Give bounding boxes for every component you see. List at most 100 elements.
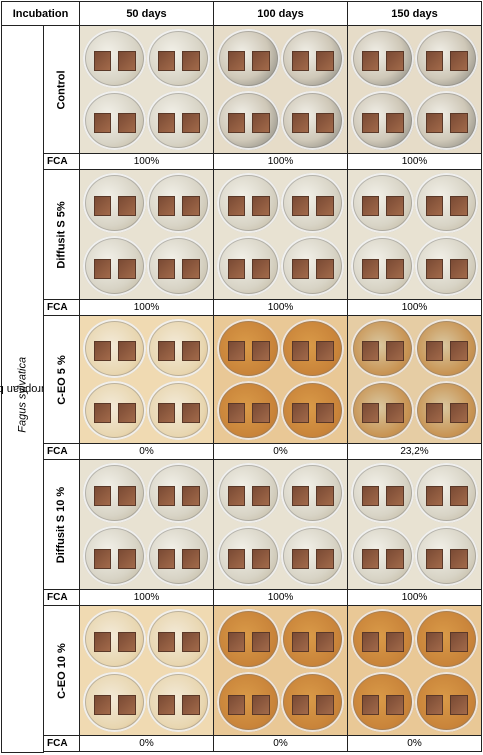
fca-label: FCA — [43, 735, 80, 752]
fca-label: FCA — [43, 589, 80, 606]
wood-sample — [118, 195, 136, 216]
petri-dish — [82, 462, 147, 524]
wood-sample — [228, 694, 246, 715]
wood-sample — [118, 51, 136, 72]
petri-dish-photo — [79, 315, 214, 444]
wood-sample — [450, 403, 468, 424]
wood-sample — [182, 341, 200, 362]
wood-sample — [316, 548, 334, 569]
wood-sample — [157, 195, 176, 216]
wood-sample — [386, 403, 404, 424]
petri-dish — [146, 525, 211, 587]
wood-sample — [291, 631, 310, 652]
petri-dish — [280, 525, 345, 587]
wood-sample — [182, 51, 200, 72]
wood-sample — [157, 694, 176, 715]
petri-dish-photo — [79, 169, 214, 300]
petri-dish — [350, 608, 415, 670]
header-incubation: Incubation — [1, 1, 80, 26]
petri-dish — [216, 462, 281, 524]
petri-dish-photo — [213, 315, 348, 444]
petri-dish — [146, 28, 211, 89]
petri-dish — [280, 235, 345, 297]
wood-sample — [252, 548, 270, 569]
petri-dish — [216, 608, 281, 670]
wood-sample — [252, 485, 270, 506]
wood-sample — [362, 631, 380, 652]
petri-dish — [146, 671, 211, 733]
petri-dish — [216, 318, 281, 379]
wood-sample — [157, 341, 176, 362]
petri-dish-photo — [213, 169, 348, 300]
wood-sample — [157, 631, 176, 652]
petri-dish — [216, 28, 281, 89]
species-label: European beech (Fagus sylvatica) — [0, 25, 78, 753]
petri-dish — [82, 608, 147, 670]
fca-value: 100% — [213, 589, 348, 606]
petri-dish — [216, 235, 281, 297]
wood-sample — [362, 694, 380, 715]
petri-dish-photo — [347, 315, 482, 444]
petri-dish — [414, 525, 479, 587]
wood-sample — [118, 631, 136, 652]
petri-dish — [280, 28, 345, 89]
wood-sample — [316, 258, 334, 279]
petri-dish-photo — [347, 25, 482, 154]
wood-sample — [316, 341, 334, 362]
wood-sample — [450, 631, 468, 652]
wood-sample — [94, 258, 112, 279]
wood-sample — [118, 694, 136, 715]
wood-sample — [450, 548, 468, 569]
fca-value: 100% — [347, 299, 482, 316]
wood-sample — [157, 51, 176, 72]
wood-sample — [316, 51, 334, 72]
petri-dish — [146, 380, 211, 441]
wood-sample — [94, 113, 112, 134]
wood-sample — [362, 548, 380, 569]
wood-sample — [362, 258, 380, 279]
header-50-days: 50 days — [79, 1, 214, 26]
wood-sample — [291, 258, 310, 279]
wood-sample — [450, 485, 468, 506]
wood-sample — [252, 258, 270, 279]
treatment-label: C-EO 5 % — [43, 315, 80, 444]
wood-sample — [252, 51, 270, 72]
petri-dish — [350, 525, 415, 587]
wood-sample — [252, 195, 270, 216]
wood-sample — [94, 485, 112, 506]
wood-sample — [291, 403, 310, 424]
wood-sample — [291, 341, 310, 362]
wood-sample — [182, 195, 200, 216]
wood-sample — [362, 51, 380, 72]
wood-sample — [316, 195, 334, 216]
wood-sample — [386, 113, 404, 134]
treatment-label: C-EO 10 % — [43, 605, 80, 736]
petri-dish — [350, 380, 415, 441]
petri-dish-photo — [213, 25, 348, 154]
wood-sample — [425, 403, 444, 424]
petri-dish-photo — [79, 459, 214, 590]
wood-sample — [362, 113, 380, 134]
wood-sample — [182, 403, 200, 424]
wood-sample — [291, 694, 310, 715]
wood-sample — [291, 195, 310, 216]
petri-dish — [216, 671, 281, 733]
fca-value: 0% — [79, 735, 214, 752]
petri-dish — [216, 90, 281, 151]
wood-sample — [291, 51, 310, 72]
petri-dish — [280, 90, 345, 151]
petri-dish — [280, 172, 345, 234]
fca-label: FCA — [43, 443, 80, 460]
petri-dish — [350, 671, 415, 733]
wood-sample — [94, 403, 112, 424]
petri-dish — [414, 380, 479, 441]
petri-dish — [280, 318, 345, 379]
fca-value: 100% — [79, 153, 214, 170]
wood-sample — [118, 341, 136, 362]
wood-sample — [425, 341, 444, 362]
petri-dish — [146, 608, 211, 670]
petri-dish — [350, 28, 415, 89]
petri-dish — [350, 172, 415, 234]
wood-sample — [291, 113, 310, 134]
wood-sample — [182, 548, 200, 569]
